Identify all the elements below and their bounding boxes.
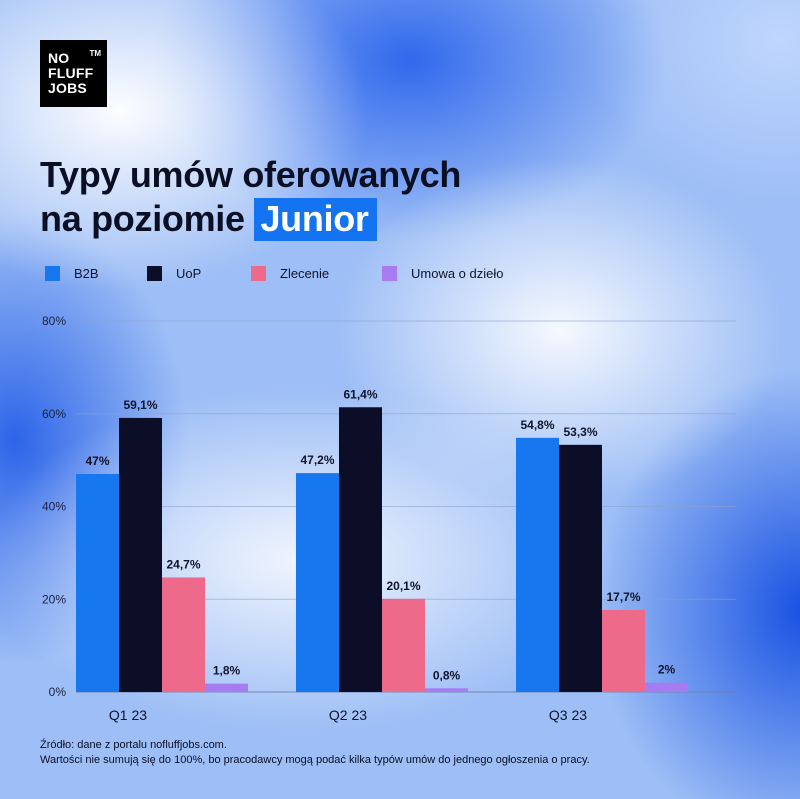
legend-swatch-uop <box>147 266 162 281</box>
bar <box>382 598 425 692</box>
chart-legend: B2B UoP Zlecenie Umowa o dzieło <box>0 266 800 286</box>
data-label: 0,8% <box>433 668 461 682</box>
x-tick-label: Q2 23 <box>329 707 367 723</box>
logo-line-3: JOBS <box>48 80 87 96</box>
legend-item-uop: UoP <box>147 266 201 281</box>
x-tick-label: Q1 23 <box>109 707 147 723</box>
title-line-1: Typy umów oferowanych <box>40 154 462 195</box>
data-label: 17,7% <box>606 590 640 604</box>
data-label: 53,3% <box>563 425 597 439</box>
bar <box>602 609 645 692</box>
data-label: 54,8% <box>520 418 554 432</box>
data-label: 47% <box>85 454 109 468</box>
bar <box>296 473 339 692</box>
bar <box>516 437 559 692</box>
data-label: 1,8% <box>213 664 241 678</box>
title-line-2-prefix: na poziomie <box>40 198 245 239</box>
logo-line-1: NO <box>48 50 70 66</box>
bar <box>162 577 205 692</box>
chart-title: Typy umów oferowanych na poziomie Junior <box>40 153 461 241</box>
x-tick-label: Q3 23 <box>549 707 587 723</box>
nofluffjobs-logo: NO FLUFF JOBS TM <box>40 40 107 107</box>
bar <box>205 683 248 692</box>
footnote-source: Źródło: dane z portalu nofluffjobs.com. <box>40 739 227 751</box>
y-tick-label: 80% <box>42 314 66 328</box>
bar <box>119 417 162 692</box>
logo-trademark: TM <box>89 49 101 58</box>
legend-swatch-b2b <box>45 266 60 281</box>
bar <box>645 682 688 692</box>
y-tick-label: 40% <box>42 500 66 514</box>
y-tick-label: 60% <box>42 407 66 421</box>
y-tick-label: 0% <box>49 685 67 699</box>
data-label: 2% <box>658 663 676 677</box>
data-label: 59,1% <box>123 398 157 412</box>
footnote-note: Wartości nie sumują się do 100%, bo prac… <box>40 754 590 766</box>
legend-label-uop: UoP <box>176 266 202 281</box>
legend-item-dzielo: Umowa o dzieło <box>382 266 504 281</box>
bar <box>76 474 119 692</box>
legend-label-b2b: B2B <box>74 266 99 281</box>
data-label: 20,1% <box>386 579 420 593</box>
legend-swatch-zlecenie <box>251 266 266 281</box>
bar <box>425 688 468 692</box>
data-label: 61,4% <box>343 387 377 401</box>
logo-line-2: FLUFF <box>48 65 94 81</box>
data-label: 24,7% <box>166 557 200 571</box>
title-highlight-junior: Junior <box>254 198 377 241</box>
legend-label-zlecenie: Zlecenie <box>280 266 330 281</box>
legend-item-zlecenie: Zlecenie <box>251 266 329 281</box>
bar <box>559 444 602 692</box>
footnote: Źródło: dane z portalu nofluffjobs.com. … <box>40 738 590 768</box>
bar <box>339 407 382 692</box>
data-label: 47,2% <box>300 453 334 467</box>
legend-item-b2b: B2B <box>45 266 99 281</box>
y-tick-label: 20% <box>42 592 66 606</box>
legend-swatch-dzielo <box>382 266 397 281</box>
legend-label-dzielo: Umowa o dzieło <box>411 266 504 281</box>
